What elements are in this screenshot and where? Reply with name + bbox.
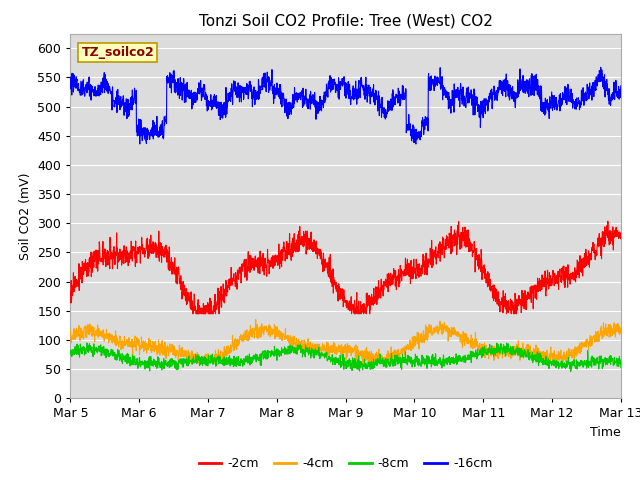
X-axis label: Time: Time [590, 426, 621, 439]
Text: TZ_soilco2: TZ_soilco2 [81, 47, 154, 60]
Y-axis label: Soil CO2 (mV): Soil CO2 (mV) [19, 172, 32, 260]
Title: Tonzi Soil CO2 Profile: Tree (West) CO2: Tonzi Soil CO2 Profile: Tree (West) CO2 [198, 13, 493, 28]
Legend: -2cm, -4cm, -8cm, -16cm: -2cm, -4cm, -8cm, -16cm [194, 452, 498, 475]
